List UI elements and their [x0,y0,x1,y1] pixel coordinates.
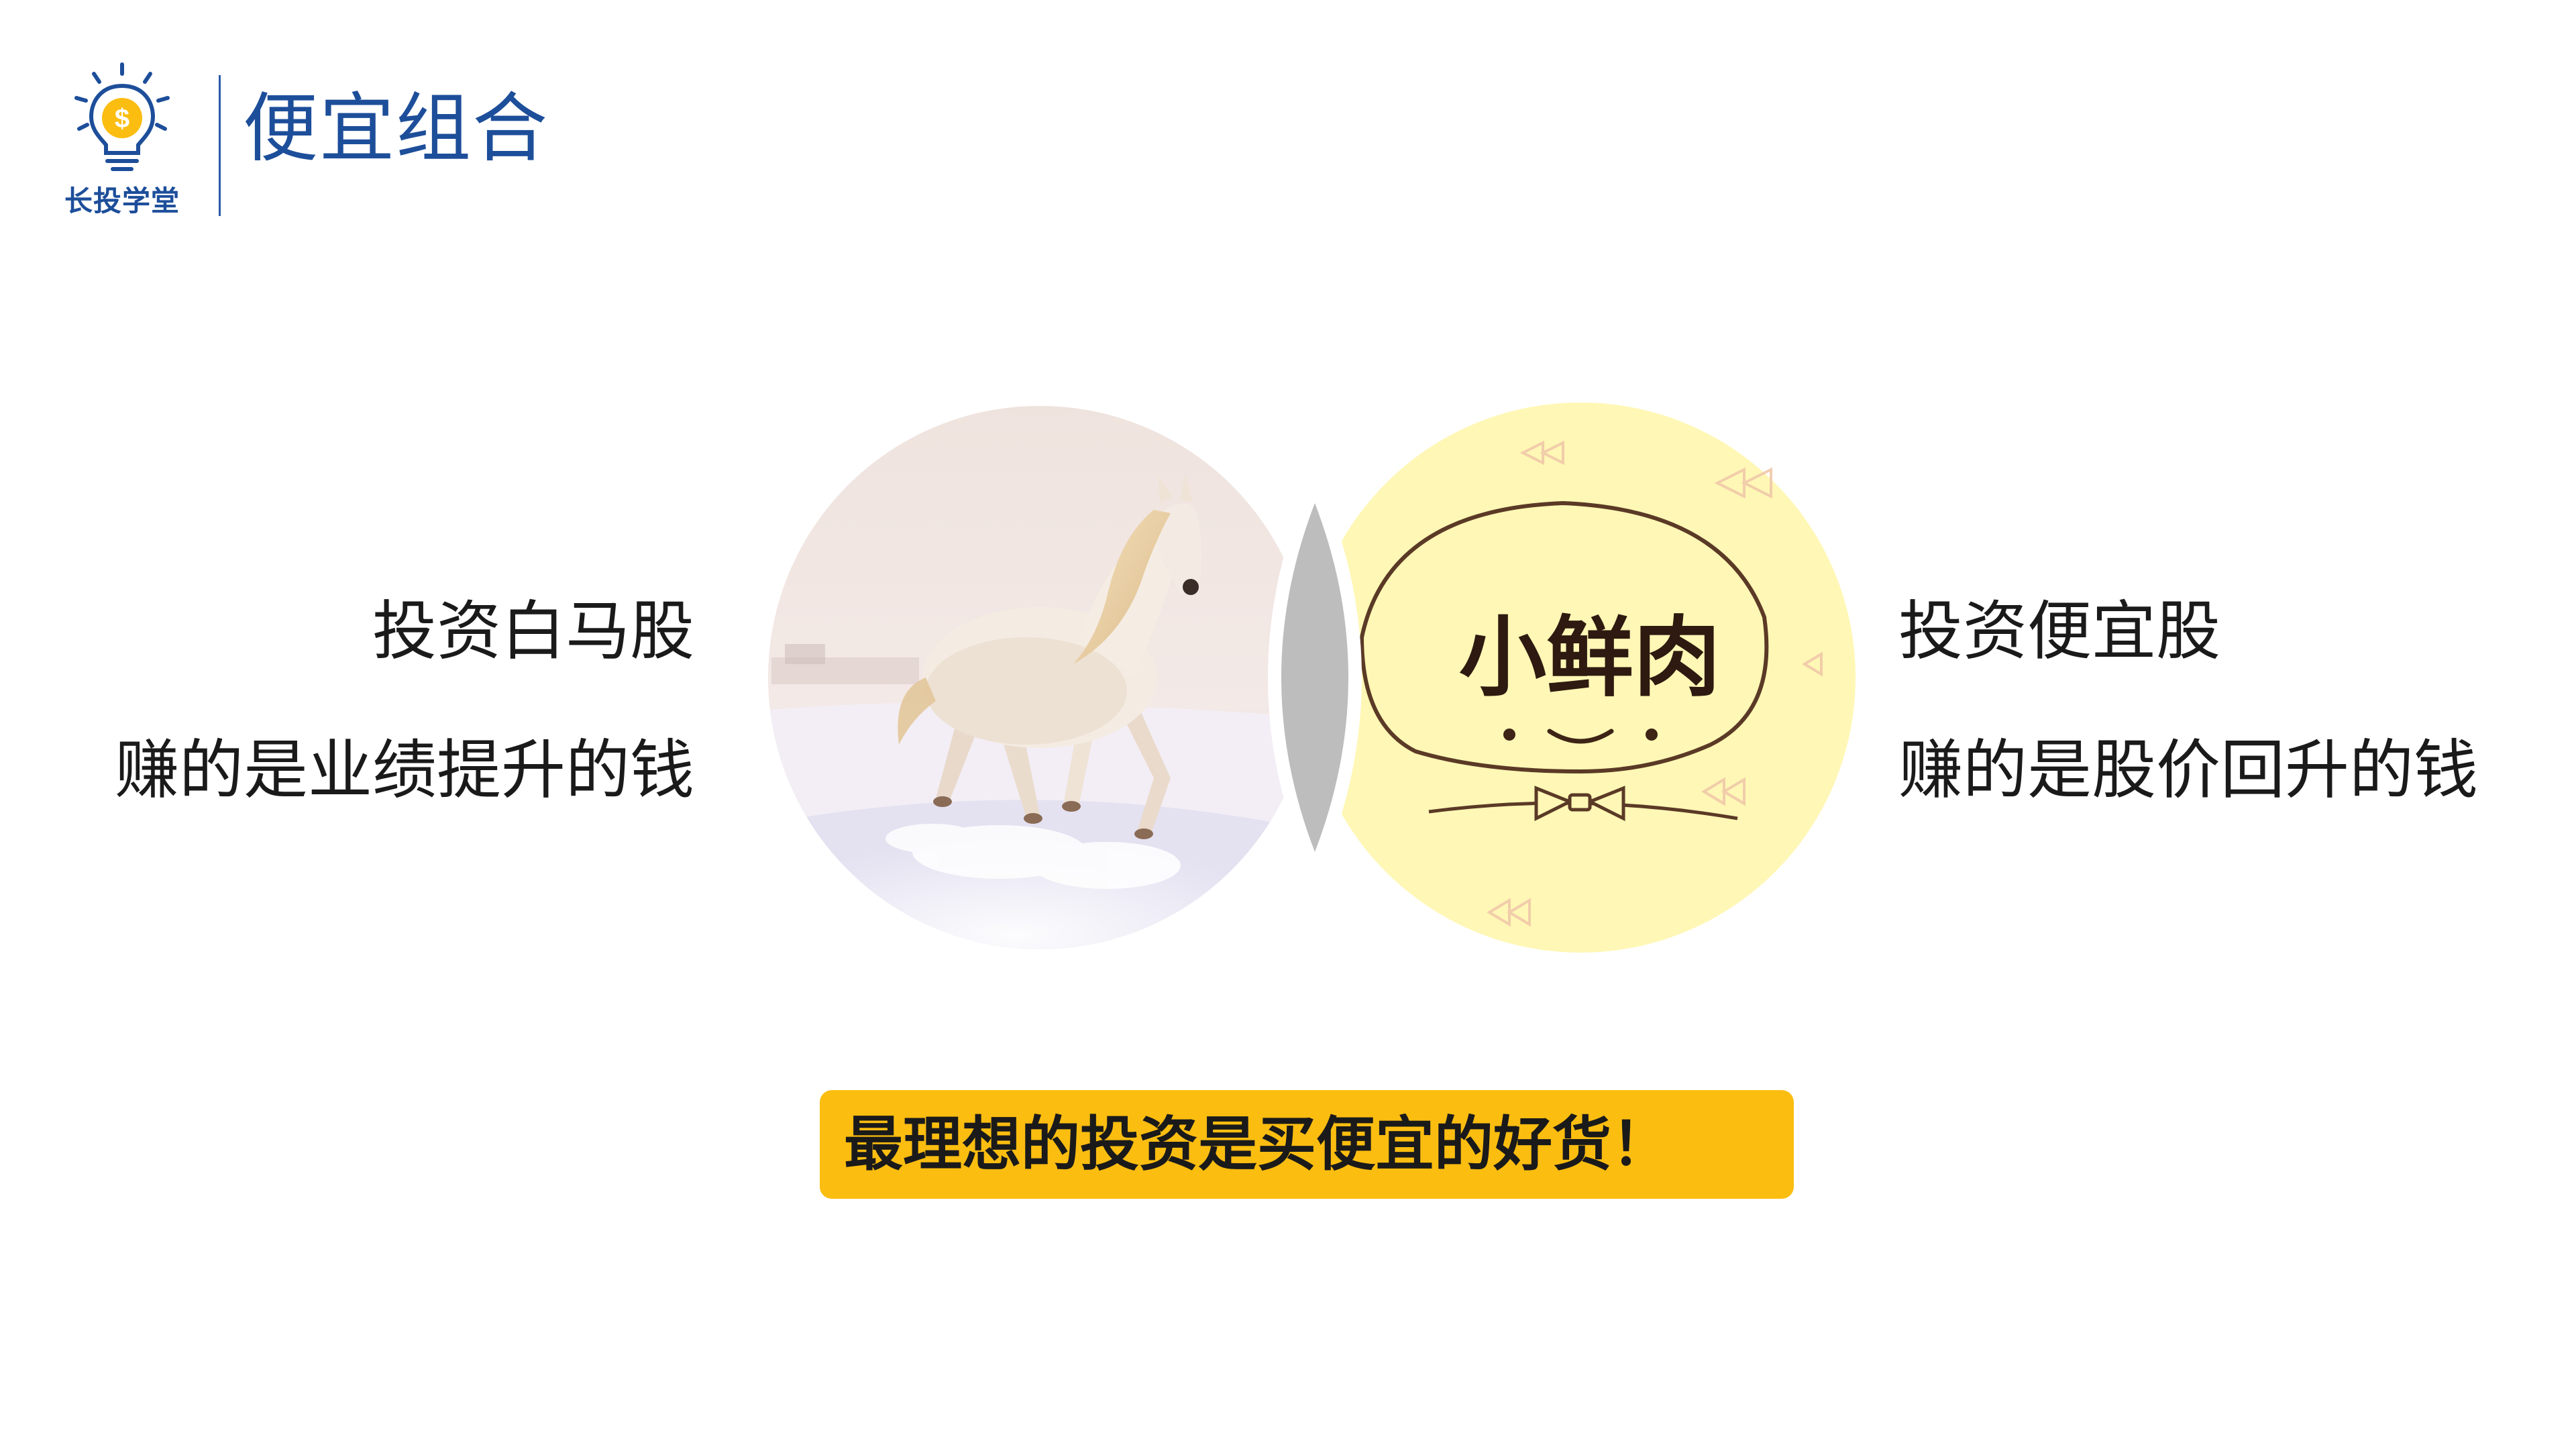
logo-text: 长投学堂 [64,184,180,217]
header-divider [219,75,221,216]
svg-text:$: $ [115,104,129,133]
left-heading: 投资白马股 [372,594,694,669]
white-horse-photo [768,406,1311,949]
page-title: 便宜组合 [243,85,549,172]
right-heading: 投资便宜股 [1898,594,2220,669]
right-subtext: 赚的是股价回升的钱 [1898,733,2478,808]
conclusion-text: 最理想的投资是买便宜的好货！ [844,1110,1671,1179]
lightbulb-dollar-icon: $ [74,62,170,171]
conclusion-banner: 最理想的投资是买便宜的好货！ [820,1090,1794,1199]
left-subtext: 赚的是业绩提升的钱 [115,733,694,808]
illustration-text: 小鲜肉 [1459,606,1721,708]
xiao-xian-rou-illustration: 小鲜肉 [1305,402,1856,953]
venn-graphic: 小鲜肉 [768,402,1856,953]
intersection-lens [1281,503,1348,852]
logo: $ 长投学堂 [48,59,196,220]
